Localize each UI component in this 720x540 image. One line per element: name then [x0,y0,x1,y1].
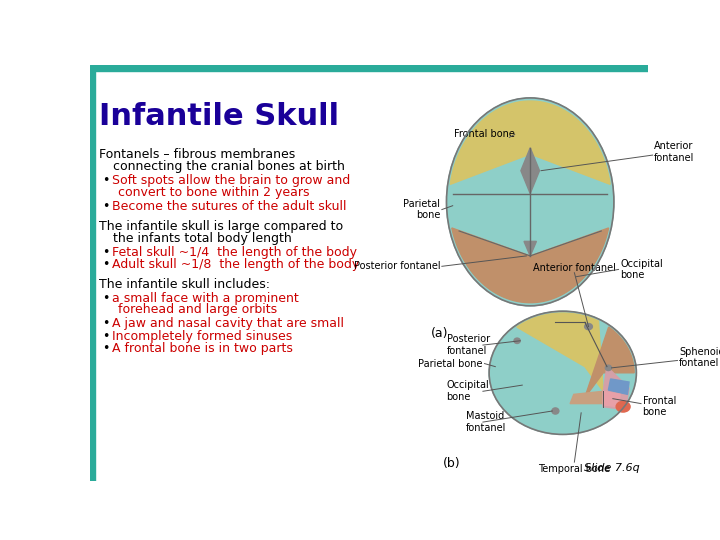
Text: Parietal
bone: Parietal bone [403,199,441,220]
Text: Mastoid
fontanel: Mastoid fontanel [466,411,506,433]
Text: •: • [102,330,109,343]
Text: Fetal skull ~1/4  the length of the body: Fetal skull ~1/4 the length of the body [112,246,356,259]
Text: Anterior
fontanel: Anterior fontanel [654,141,695,163]
Text: The infantile skull includes:: The infantile skull includes: [99,278,270,291]
Text: connecting the cranial bones at birth: connecting the cranial bones at birth [113,160,345,173]
Bar [90,71,94,481]
Ellipse shape [616,401,630,412]
Polygon shape [570,382,626,403]
Text: Slide 7.6q: Slide 7.6q [585,463,640,473]
Text: Incompletely formed sinuses: Incompletely formed sinuses [112,330,292,343]
Text: Anterior fontanel: Anterior fontanel [533,262,616,273]
Text: Sphenoidal
fontanel: Sphenoidal fontanel [679,347,720,368]
Text: The infantile skull is large compared to: The infantile skull is large compared to [99,220,343,233]
Text: Adult skull ~1/8  the length of the body: Adult skull ~1/8 the length of the body [112,258,359,271]
Polygon shape [450,101,610,184]
Text: •: • [102,342,109,355]
Text: •: • [102,174,109,187]
Text: •: • [102,200,109,213]
Text: Occipital
bone: Occipital bone [446,381,490,402]
Text: Frontal
bone: Frontal bone [642,396,676,417]
Polygon shape [521,148,539,193]
Ellipse shape [585,323,593,330]
Polygon shape [517,313,603,392]
Text: Posterior
fontanel: Posterior fontanel [446,334,490,356]
Text: convert to bone within 2 years: convert to bone within 2 years [118,186,310,199]
Text: Frontal bone: Frontal bone [454,129,515,139]
Text: Fontanels – fibrous membranes: Fontanels – fibrous membranes [99,148,295,161]
Text: •: • [102,318,109,330]
Text: •: • [102,246,109,259]
Text: a small face with a prominent: a small face with a prominent [112,292,299,305]
Text: (b): (b) [443,457,460,470]
Text: Parietal bone: Parietal bone [418,359,483,369]
Text: •: • [102,258,109,271]
Ellipse shape [606,365,611,370]
Ellipse shape [489,311,636,434]
Text: Occipital
bone: Occipital bone [620,259,663,280]
Polygon shape [603,392,620,407]
Polygon shape [585,327,634,397]
Polygon shape [451,228,608,302]
Text: forehead and large orbits: forehead and large orbits [118,303,277,316]
Bar [90,65,648,71]
Text: Soft spots allow the brain to grow and: Soft spots allow the brain to grow and [112,174,350,187]
Text: Posterior fontanel: Posterior fontanel [354,261,441,271]
Text: •: • [102,292,109,305]
Ellipse shape [552,408,559,414]
Ellipse shape [514,338,521,343]
Text: A frontal bone is in two parts: A frontal bone is in two parts [112,342,292,355]
Polygon shape [524,241,536,256]
Polygon shape [603,367,629,410]
Polygon shape [608,379,629,394]
Ellipse shape [446,98,614,306]
Text: the infants total body length: the infants total body length [113,232,292,245]
Text: Become the sutures of the adult skull: Become the sutures of the adult skull [112,200,346,213]
Text: A jaw and nasal cavity that are small: A jaw and nasal cavity that are small [112,318,343,330]
Text: Infantile Skull: Infantile Skull [99,102,339,131]
Text: (a): (a) [431,327,449,340]
Text: Temporal bone: Temporal bone [539,464,611,474]
